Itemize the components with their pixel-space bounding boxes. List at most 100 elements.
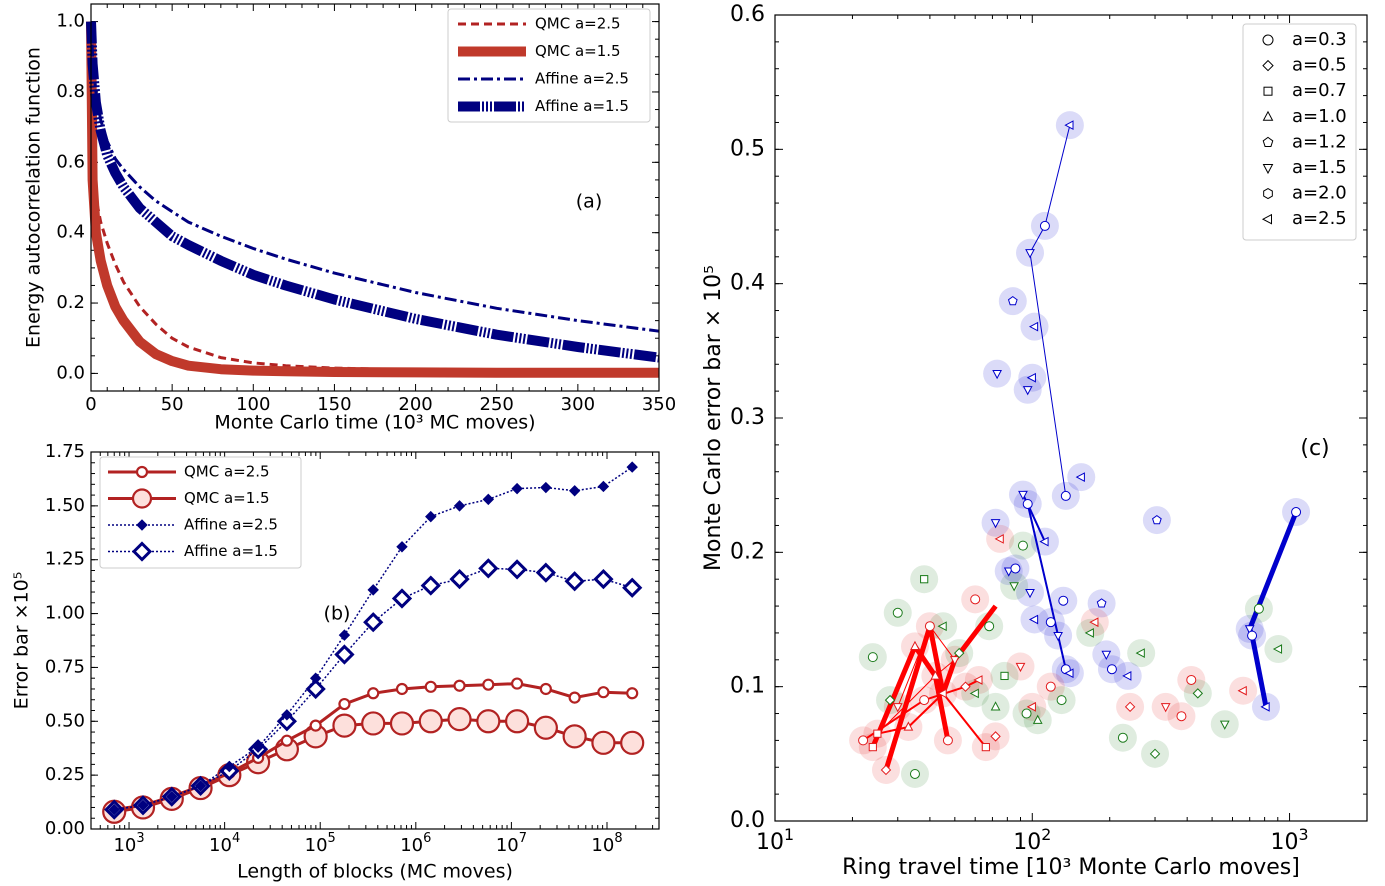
data-point bbox=[280, 734, 293, 747]
y-tick-label: 0.50 bbox=[45, 710, 85, 731]
y-tick-label: 0.00 bbox=[45, 818, 85, 839]
y-tick-label: 0.2 bbox=[730, 539, 765, 564]
data-point bbox=[309, 672, 322, 684]
data-point bbox=[564, 571, 585, 592]
data-point bbox=[1025, 588, 1035, 599]
data-point bbox=[1219, 720, 1230, 730]
data-point bbox=[568, 691, 581, 704]
y-tick-label: 0.2 bbox=[56, 292, 85, 313]
data-point bbox=[252, 741, 264, 753]
y-tick-label: 0.3 bbox=[730, 405, 765, 430]
data-point bbox=[1022, 386, 1033, 396]
legend-label: a=1.0 bbox=[1292, 106, 1347, 127]
data-point bbox=[418, 709, 443, 734]
data-point bbox=[476, 709, 501, 734]
legend-label: Affine a=2.5 bbox=[535, 70, 629, 88]
data-point bbox=[449, 568, 470, 590]
legend-label: Affine a=2.5 bbox=[184, 516, 278, 534]
data-point bbox=[1244, 625, 1255, 635]
data-point bbox=[992, 370, 1002, 380]
series-line-4 bbox=[86, 21, 660, 363]
panel-b: 103 104 105 106 107 108 0.00 0.25 0.50 0.75 1.00 1.… bbox=[11, 441, 660, 883]
plot-frame bbox=[90, 451, 660, 830]
data-point bbox=[597, 480, 610, 493]
x-tick-label: 106 bbox=[400, 831, 431, 857]
y-tick-label: 0.1 bbox=[730, 674, 765, 699]
x-tick-label: 105 bbox=[305, 831, 336, 857]
data-point bbox=[970, 594, 981, 605]
data-point bbox=[367, 687, 380, 700]
panel-label: (a) bbox=[576, 191, 602, 213]
data-point bbox=[1089, 617, 1099, 628]
panel-c: 101 102 103 0.0 0.1 0.2 0.3 0.4 0.5 0.6 Ring trave… bbox=[701, 2, 1368, 880]
data-point bbox=[540, 481, 552, 494]
panel-label: (b) bbox=[324, 603, 351, 625]
data-point bbox=[960, 681, 971, 692]
data-point bbox=[223, 760, 236, 773]
y-tick-label: 0.25 bbox=[45, 764, 85, 785]
data-point bbox=[1021, 708, 1032, 719]
data-point bbox=[909, 768, 920, 779]
data-point bbox=[620, 730, 645, 755]
data-point bbox=[1176, 711, 1187, 722]
data-point bbox=[1060, 490, 1071, 501]
data-point bbox=[1272, 644, 1283, 654]
x-axis-label: Monte Carlo time (10³ MC moves) bbox=[214, 412, 535, 434]
legend-box bbox=[1242, 23, 1357, 241]
x-tick-label: 150 bbox=[317, 394, 351, 415]
data-point bbox=[973, 675, 983, 685]
legend-marker bbox=[131, 541, 153, 562]
legend-marker bbox=[1263, 86, 1273, 96]
legend-label: a=2.5 bbox=[1292, 208, 1347, 229]
data-point bbox=[949, 656, 960, 666]
y-tick-label: 0.75 bbox=[45, 656, 85, 677]
data-point bbox=[892, 607, 903, 618]
data-point bbox=[424, 680, 437, 693]
y-tick-label: 0.6 bbox=[730, 2, 765, 27]
data-point bbox=[1149, 748, 1161, 760]
legend: QMC a=2.5 QMC a=1.5 Affine a=2.5 Affine a=1… bbox=[99, 456, 302, 569]
y-tick-label: 0.4 bbox=[56, 222, 85, 243]
data-point bbox=[910, 640, 920, 651]
y-tick-label: 0.8 bbox=[56, 81, 85, 102]
data-point bbox=[1186, 674, 1197, 685]
data-point bbox=[1007, 296, 1018, 306]
y-tick-label: 0.5 bbox=[730, 136, 765, 161]
data-point bbox=[1117, 732, 1128, 743]
data-point bbox=[1018, 490, 1028, 501]
data-point bbox=[942, 735, 953, 746]
x-tick-label: 0 bbox=[85, 394, 96, 415]
x-tick-label: 108 bbox=[591, 831, 622, 857]
data-point bbox=[166, 790, 178, 803]
panel-a: 0 50 100 150 200 250 300 350 0.0 0.2 0.4 0.6 0.8 1.0 M… bbox=[23, 3, 676, 434]
data-point bbox=[108, 803, 120, 816]
y-tick-label: 0.0 bbox=[730, 808, 765, 833]
data-point bbox=[930, 670, 941, 680]
data-point bbox=[453, 679, 466, 692]
data-point bbox=[880, 764, 892, 776]
data-point bbox=[969, 688, 979, 699]
legend-label: a=1.5 bbox=[1292, 157, 1347, 178]
data-point bbox=[937, 688, 947, 699]
trajectory-line bbox=[870, 643, 951, 749]
data-point bbox=[924, 621, 935, 632]
y-tick-label: 1.75 bbox=[45, 441, 85, 462]
plot-frame bbox=[774, 14, 1368, 822]
legend-label: Affine a=1.5 bbox=[535, 97, 629, 115]
data-point bbox=[338, 629, 351, 641]
legend-label: a=2.0 bbox=[1292, 183, 1347, 204]
data-point bbox=[420, 575, 441, 596]
data-point bbox=[1253, 603, 1264, 614]
x-tick-label: 350 bbox=[642, 394, 676, 415]
x-tick-label: 50 bbox=[161, 394, 184, 415]
y-tick-label: 0.6 bbox=[56, 151, 85, 172]
data-point bbox=[994, 534, 1004, 544]
legend-box bbox=[99, 456, 302, 569]
data-point bbox=[137, 799, 149, 812]
data-point bbox=[1084, 628, 1094, 638]
data-point bbox=[1122, 671, 1132, 681]
series-line-3 bbox=[89, 21, 660, 333]
data-point bbox=[622, 577, 643, 598]
data-point bbox=[361, 711, 386, 736]
